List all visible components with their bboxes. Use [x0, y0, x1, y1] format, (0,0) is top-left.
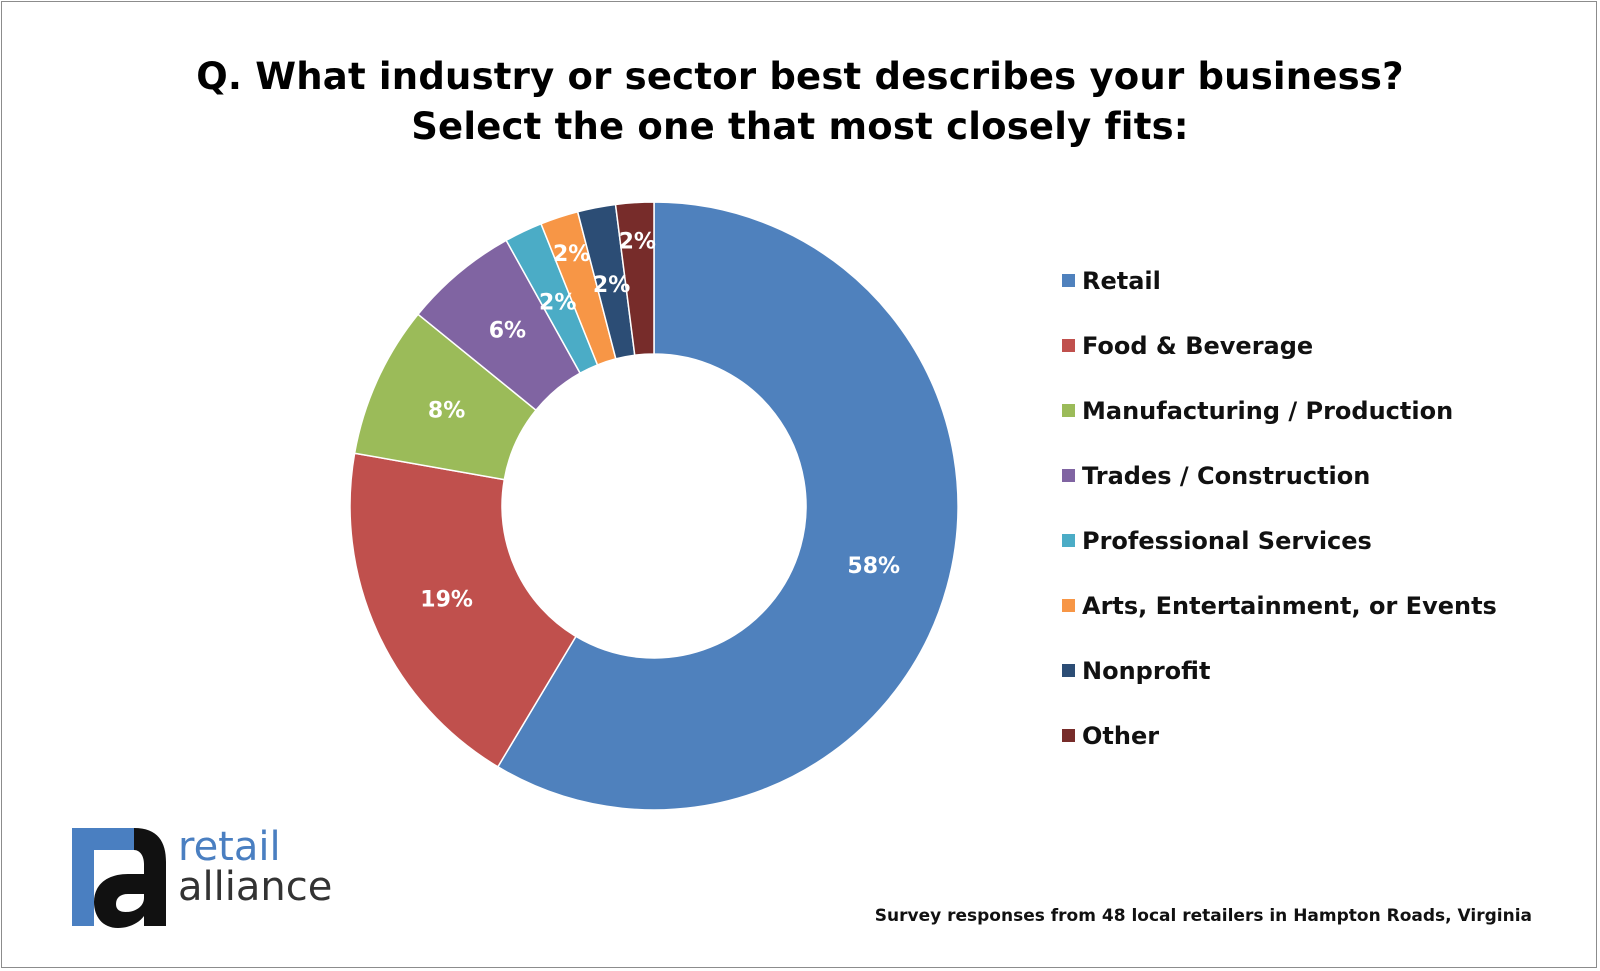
legend-label: Other: [1082, 722, 1160, 750]
legend-item-manufacturing: Manufacturing / Production: [1062, 393, 1562, 458]
legend-swatch: [1062, 599, 1075, 612]
legend-item-trades: Trades / Construction: [1062, 458, 1562, 523]
legend-swatch: [1062, 404, 1075, 417]
legend-label: Nonprofit: [1082, 657, 1211, 685]
donut-slice-retail: [496, 201, 959, 811]
data-label: 2%: [553, 242, 590, 267]
chart-title: Q. What industry or sector best describe…: [196, 55, 1404, 98]
retail-alliance-logo: retail alliance: [72, 824, 372, 928]
chart-subtitle: Select the one that most closely fits:: [411, 105, 1189, 148]
logo-mark-icon: [72, 828, 166, 928]
legend-swatch: [1062, 469, 1075, 482]
legend-item-retail: Retail: [1062, 263, 1562, 328]
data-label: 6%: [489, 318, 526, 343]
legend-swatch: [1062, 274, 1075, 287]
data-label: 2%: [619, 230, 656, 255]
legend-item-food-beverage: Food & Beverage: [1062, 328, 1562, 393]
donut-data-labels: 58%19%8%6%2%2%2%2%: [420, 230, 900, 613]
legend-item-professional-services: Professional Services: [1062, 523, 1562, 588]
data-label: 2%: [539, 291, 576, 316]
data-label: 19%: [420, 588, 473, 613]
legend-label: Arts, Entertainment, or Events: [1082, 592, 1497, 620]
logo-text-alliance: alliance: [178, 864, 333, 910]
data-label: 2%: [593, 273, 630, 298]
legend-item-other: Other: [1062, 718, 1562, 783]
legend-label: Food & Beverage: [1082, 332, 1314, 360]
chart-title-block: Q. What industry or sector best describe…: [0, 52, 1600, 152]
legend-label: Manufacturing / Production: [1082, 397, 1454, 425]
legend-swatch: [1062, 534, 1075, 547]
donut-slices: [349, 201, 959, 811]
data-label: 58%: [847, 554, 900, 579]
donut-slice-food-beverage: [349, 452, 577, 768]
legend-label: Trades / Construction: [1082, 462, 1371, 490]
legend-swatch: [1062, 664, 1075, 677]
legend-item-arts-entertainment: Arts, Entertainment, or Events: [1062, 588, 1562, 653]
chart-legend: Retail Food & Beverage Manufacturing / P…: [1062, 263, 1562, 783]
logo-text-retail: retail: [178, 824, 281, 870]
legend-swatch: [1062, 339, 1075, 352]
donut-slice-other: [614, 201, 655, 357]
legend-label: Retail: [1082, 267, 1161, 295]
chart-footnote: Survey responses from 48 local retailers…: [874, 906, 1532, 926]
legend-item-nonprofit: Nonprofit: [1062, 653, 1562, 718]
legend-label: Professional Services: [1082, 527, 1372, 555]
data-label: 8%: [428, 398, 465, 423]
legend-swatch: [1062, 729, 1075, 742]
